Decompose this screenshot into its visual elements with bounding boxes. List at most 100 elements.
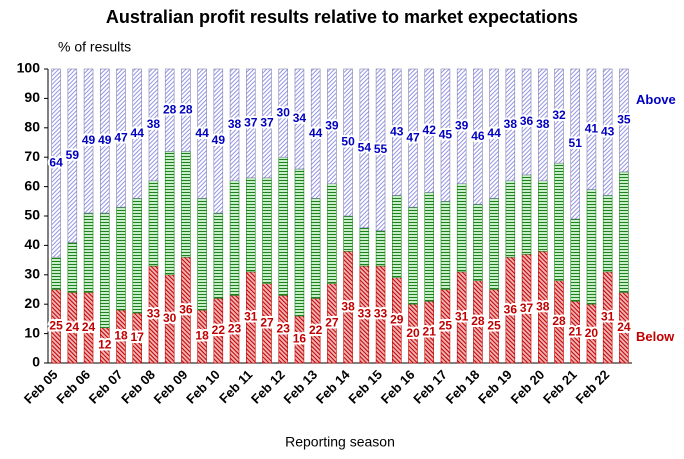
bar-segment xyxy=(310,198,321,299)
y-tick-label: 30 xyxy=(24,266,40,282)
data-label: 49 xyxy=(98,133,112,147)
series-label: Below xyxy=(636,329,675,344)
data-label: 44 xyxy=(309,126,323,140)
bar-segment xyxy=(116,206,126,311)
data-label: 34 xyxy=(293,111,307,125)
data-label: 33 xyxy=(358,307,372,321)
data-label: 51 xyxy=(569,136,583,150)
bar-segment xyxy=(473,203,483,281)
bar-segment xyxy=(262,177,272,284)
bar-segment xyxy=(359,227,370,267)
data-label: 47 xyxy=(114,130,128,144)
data-label: 28 xyxy=(179,102,193,116)
data-label: 27 xyxy=(325,315,339,329)
data-label: 39 xyxy=(455,119,469,133)
data-label: 35 xyxy=(617,113,631,127)
bar-segment xyxy=(278,156,288,296)
bar-segment xyxy=(164,151,175,276)
data-label: 23 xyxy=(228,321,242,335)
x-tick-label: Feb 07 xyxy=(86,367,126,407)
bar-segment xyxy=(51,256,61,290)
series-label: Above xyxy=(636,92,676,107)
bar-segment xyxy=(132,198,142,314)
bar-segment xyxy=(343,68,353,217)
data-label: 33 xyxy=(374,307,388,321)
y-tick-label: 10 xyxy=(24,324,40,340)
x-tick-label: Feb 06 xyxy=(53,367,93,407)
data-label: 22 xyxy=(309,323,323,337)
data-label: 30 xyxy=(163,311,177,325)
x-tick-label: Feb 17 xyxy=(410,367,450,407)
data-label: 36 xyxy=(179,302,193,316)
bar-segment xyxy=(570,68,580,220)
bar-segment xyxy=(246,68,256,179)
x-tick-label: Feb 10 xyxy=(183,367,223,407)
bar-segment xyxy=(67,68,78,243)
y-tick-label: 0 xyxy=(32,354,40,370)
data-label: 37 xyxy=(244,116,258,130)
bar-segment xyxy=(327,68,337,184)
data-label: 38 xyxy=(536,117,550,131)
bar-segment xyxy=(181,151,191,258)
x-tick-label: Feb 09 xyxy=(151,367,191,407)
bar-segment xyxy=(213,68,224,214)
data-label: 43 xyxy=(390,124,404,138)
data-label: 24 xyxy=(82,320,96,334)
data-label: 59 xyxy=(66,148,80,162)
data-label: 28 xyxy=(471,314,485,328)
bar-segment xyxy=(116,68,126,208)
data-label: 38 xyxy=(536,299,550,313)
data-label: 37 xyxy=(520,301,534,315)
bar-segment xyxy=(392,68,402,196)
data-label: 17 xyxy=(131,330,145,344)
bar-segment xyxy=(375,68,386,231)
bar-segment xyxy=(489,68,499,199)
x-tick-label: Feb 19 xyxy=(475,367,515,407)
data-label: 45 xyxy=(439,127,453,141)
x-tick-label: Feb 15 xyxy=(345,367,385,407)
bar-segment xyxy=(51,68,61,258)
bar-segment xyxy=(489,198,499,290)
bar-segment xyxy=(278,68,288,158)
x-tick-label: Feb 13 xyxy=(280,367,320,407)
bar-segment xyxy=(164,68,175,152)
bar-segment xyxy=(343,215,353,252)
bar-segment xyxy=(424,192,434,302)
data-label: 50 xyxy=(341,135,355,149)
data-label: 37 xyxy=(260,116,274,130)
y-tick-label: 40 xyxy=(24,236,40,252)
bar-segment xyxy=(262,68,272,179)
data-label: 31 xyxy=(601,310,615,324)
bar-segment xyxy=(473,68,483,205)
y-tick-label: 50 xyxy=(24,207,40,223)
y-tick-label: 60 xyxy=(24,177,40,193)
bar-segment xyxy=(327,183,337,284)
bar-segment xyxy=(197,198,207,311)
bar-segment xyxy=(359,68,370,229)
data-label: 24 xyxy=(617,320,631,334)
x-tick-label: Feb 16 xyxy=(378,367,418,407)
chart-title: Australian profit results relative to ma… xyxy=(106,7,578,27)
data-label: 39 xyxy=(325,119,339,133)
bar-segment xyxy=(181,68,191,152)
x-tick-label: Feb 12 xyxy=(248,367,288,407)
data-label: 46 xyxy=(471,129,485,143)
data-label: 20 xyxy=(406,326,420,340)
data-label: 18 xyxy=(195,329,209,343)
bar-segment xyxy=(83,68,94,214)
bar-segment xyxy=(197,68,207,199)
x-tick-label: Feb 11 xyxy=(216,367,255,406)
bar-segment xyxy=(554,162,564,281)
data-label: 16 xyxy=(293,332,307,346)
y-tick-label: 90 xyxy=(24,89,40,105)
bar-segment xyxy=(229,180,240,296)
data-label: 54 xyxy=(358,141,372,155)
x-tick-label: Feb 18 xyxy=(443,367,483,407)
data-label: 28 xyxy=(163,102,177,116)
data-label: 22 xyxy=(212,323,226,337)
data-label: 41 xyxy=(585,121,599,135)
data-label: 31 xyxy=(244,310,258,324)
data-label: 36 xyxy=(504,302,518,316)
data-label: 29 xyxy=(390,313,404,327)
